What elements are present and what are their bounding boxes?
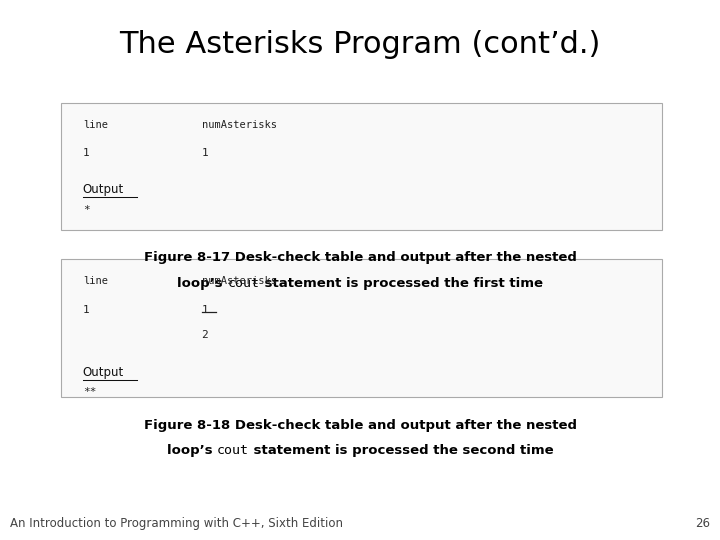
FancyBboxPatch shape	[61, 103, 662, 230]
Text: 26: 26	[695, 517, 710, 530]
Text: An Introduction to Programming with C++, Sixth Edition: An Introduction to Programming with C++,…	[10, 517, 343, 530]
Text: 1: 1	[202, 305, 208, 315]
Text: numAsterisks: numAsterisks	[202, 120, 276, 130]
Text: line: line	[83, 276, 108, 287]
Text: *: *	[83, 205, 89, 215]
FancyBboxPatch shape	[61, 259, 662, 397]
Text: cout: cout	[217, 444, 249, 457]
Text: 1: 1	[83, 305, 89, 315]
Text: Figure 8-17 Desk-check table and output after the nested: Figure 8-17 Desk-check table and output …	[143, 251, 577, 264]
Text: 2: 2	[202, 330, 208, 341]
Text: 1: 1	[83, 148, 89, 158]
Text: Figure 8-18 Desk-check table and output after the nested: Figure 8-18 Desk-check table and output …	[143, 418, 577, 431]
Text: loop’s: loop’s	[177, 277, 228, 290]
Text: statement is processed the second time: statement is processed the second time	[249, 444, 554, 457]
Text: Output: Output	[83, 183, 124, 196]
Text: loop’s: loop’s	[166, 444, 217, 457]
Text: Output: Output	[83, 366, 124, 379]
Text: **: **	[83, 387, 96, 397]
Text: cout: cout	[228, 277, 260, 290]
Text: 1: 1	[202, 148, 208, 158]
Text: The Asterisks Program (cont’d.): The Asterisks Program (cont’d.)	[120, 30, 600, 59]
Text: statement is processed the first time: statement is processed the first time	[260, 277, 543, 290]
Text: numAsterisks: numAsterisks	[202, 276, 276, 287]
Text: line: line	[83, 120, 108, 130]
